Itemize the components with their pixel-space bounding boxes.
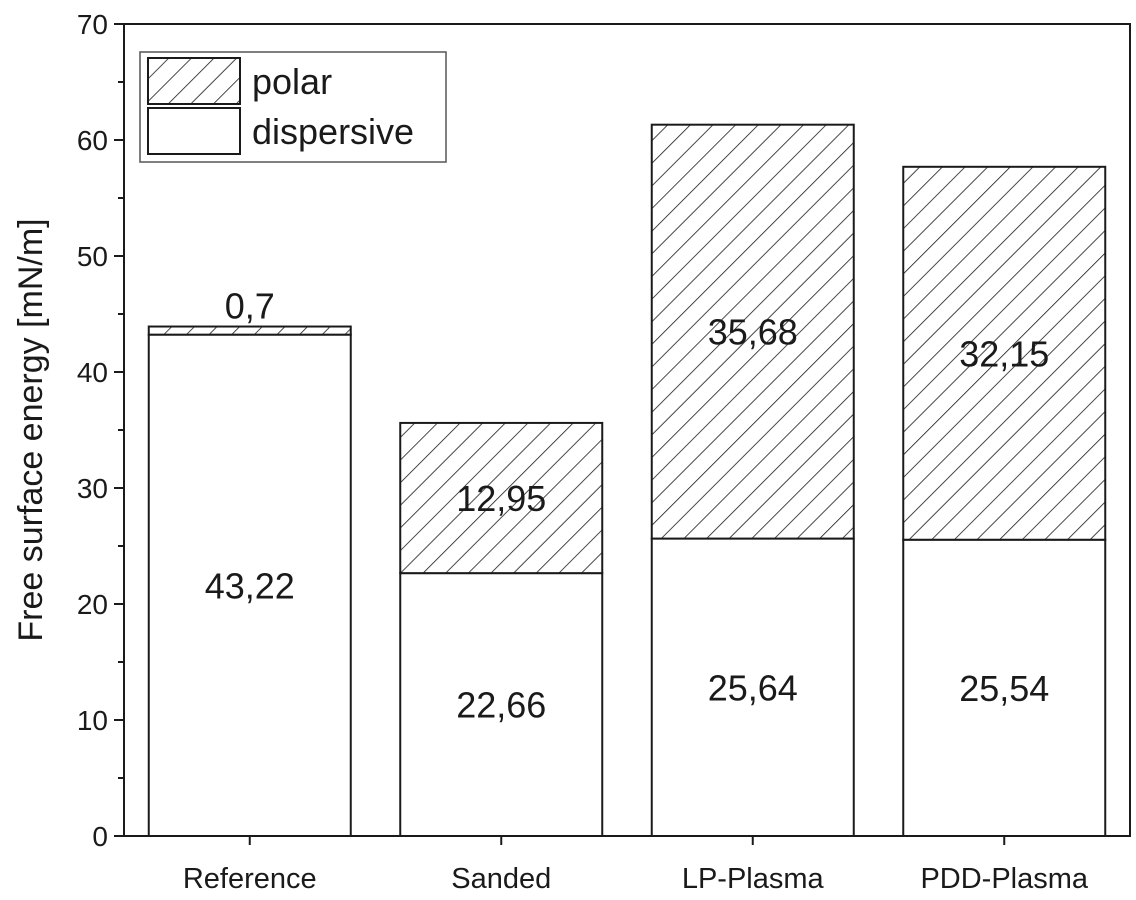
- bar-dispersive-pdd-plasma: [902, 538, 1107, 838]
- axes-group: Reference Sanded LP-Plasma PDD-Plasma 0 10 20 3…: [77, 9, 1131, 895]
- y-axis-label: Free surface energy [mN/m]: [12, 218, 50, 641]
- value-label-polar-lp-plasma: 35,68: [708, 312, 798, 353]
- x-tick-label-lp-plasma: LP-Plasma: [682, 863, 825, 895]
- legend-swatch-dispersive: [147, 107, 241, 155]
- bar-polar-reference: [147, 325, 352, 336]
- value-label-dispersive-reference: 43,22: [205, 565, 295, 606]
- bar-polar-sanded: [399, 421, 604, 575]
- bars-group: [147, 123, 1107, 838]
- y-tick-label: 50: [77, 241, 108, 272]
- legend-swatch-polar: [147, 57, 241, 105]
- y-tick-label: 20: [77, 589, 108, 620]
- legend-label-polar: polar: [252, 61, 332, 102]
- y-tick-label: 40: [77, 357, 108, 388]
- bar-dispersive-lp-plasma: [650, 537, 855, 837]
- value-label-polar-reference: 0,7: [225, 286, 275, 327]
- y-tick-label: 70: [77, 9, 108, 40]
- value-label-polar-sanded: 12,95: [456, 478, 546, 519]
- bar-dispersive-sanded: [399, 572, 604, 837]
- y-tick-label: 10: [77, 705, 108, 736]
- y-tick-label: 60: [77, 125, 108, 156]
- bar-polar-lp-plasma: [650, 123, 855, 540]
- legend-label-dispersive: dispersive: [252, 111, 414, 152]
- value-labels-group: 43,22 0,7 22,66 12,95 25,64 35,68 25,54 32,15: [205, 286, 1050, 726]
- bar-polar-pdd-plasma: [902, 165, 1107, 541]
- value-label-dispersive-pdd-plasma: 25,54: [959, 668, 1049, 709]
- value-label-dispersive-sanded: 22,66: [456, 685, 546, 726]
- bar-dispersive-reference: [147, 333, 352, 837]
- legend: polar dispersive: [139, 51, 447, 163]
- x-tick-label-sanded: Sanded: [451, 863, 551, 895]
- value-label-polar-pdd-plasma: 32,15: [959, 333, 1049, 374]
- y-tick-label: 0: [92, 821, 108, 852]
- value-label-dispersive-lp-plasma: 25,64: [708, 667, 798, 708]
- y-tick-label: 30: [77, 473, 108, 504]
- x-tick-label-pdd-plasma: PDD-Plasma: [920, 863, 1088, 895]
- x-tick-label-reference: Reference: [183, 863, 317, 895]
